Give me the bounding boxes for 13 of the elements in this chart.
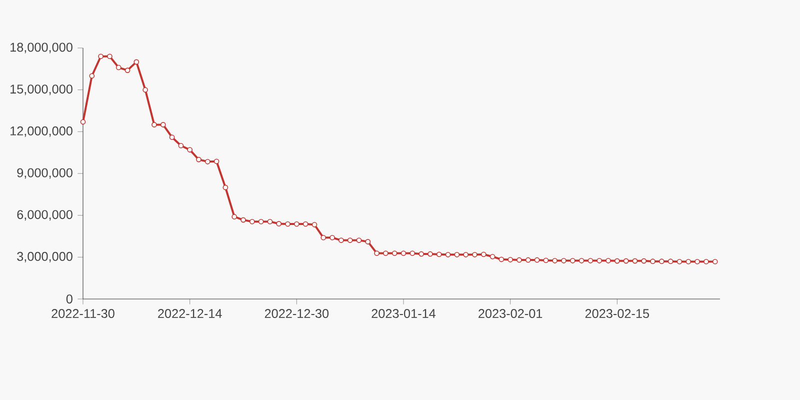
y-tick-label: 12,000,000 — [10, 126, 72, 137]
y-tick-label: 0 — [66, 294, 72, 304]
x-tick-label: 2022-11-30 — [52, 309, 114, 318]
x-tick-label: 2023-02-01 — [478, 309, 542, 318]
y-tick-label: 9,000,000 — [17, 168, 72, 179]
y-tick-label: 6,000,000 — [17, 210, 72, 221]
x-tick-label: 2022-12-30 — [264, 309, 329, 318]
x-tick-label: 2022-12-14 — [158, 309, 222, 318]
x-tick-label: 2023-01-14 — [372, 309, 436, 318]
y-tick-label: 15,000,000 — [10, 84, 72, 96]
y-tick-label: 18,000,000 — [10, 42, 72, 54]
x-tick-label: 2023-02-15 — [585, 309, 650, 318]
y-tick-label: 3,000,000 — [17, 252, 72, 262]
